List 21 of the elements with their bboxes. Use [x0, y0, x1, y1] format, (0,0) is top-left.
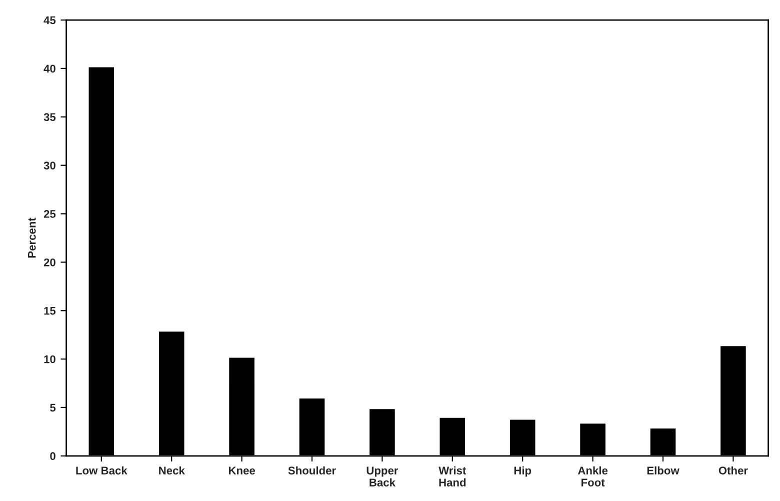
y-tick-label: 40 — [44, 64, 56, 73]
y-axis-title: Percent — [28, 218, 36, 258]
y-tick-label: 10 — [44, 355, 56, 364]
y-tick-label: 15 — [44, 307, 56, 315]
y-tick-label: 45 — [44, 16, 56, 24]
y-tick-label: 35 — [44, 113, 56, 122]
y-tick-label: 25 — [44, 210, 56, 218]
x-tick-label: Other — [718, 466, 748, 474]
x-tick-label: Neck — [159, 466, 185, 474]
x-tick-label: Wrist Hand — [438, 466, 466, 486]
x-tick-label: Shoulder — [288, 466, 336, 474]
y-tick-label: 0 — [50, 452, 56, 460]
y-tick-label: 5 — [50, 404, 56, 412]
x-tick-label: Low Back — [76, 466, 128, 474]
x-tick-label: Hip — [514, 466, 532, 477]
x-tick-label: Upper Back — [366, 466, 398, 486]
x-tick-label: Elbow — [647, 466, 680, 474]
x-tick-label: Ankle Foot — [578, 466, 608, 486]
y-tick-label: 30 — [44, 162, 56, 170]
y-tick-label: 20 — [44, 258, 56, 266]
x-tick-label: Knee — [228, 466, 256, 474]
